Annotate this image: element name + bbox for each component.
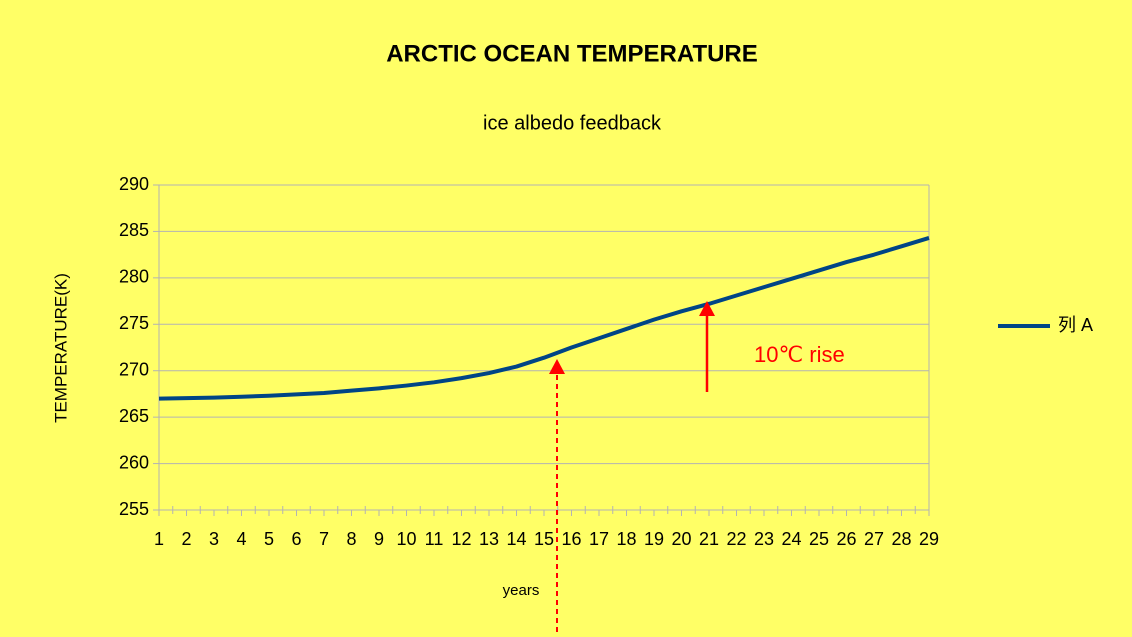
y-tick-label: 285 [119, 220, 149, 240]
x-tick-label: 21 [699, 529, 719, 549]
y-tick-label: 280 [119, 267, 149, 287]
x-tick-label: 10 [396, 529, 416, 549]
line-series [158, 236, 930, 401]
x-tick-label: 25 [809, 529, 829, 549]
x-tick-label: 28 [891, 529, 911, 549]
y-tick-label: 270 [119, 359, 149, 379]
x-tick-label: 20 [671, 529, 691, 549]
x-axis-label: years [503, 582, 540, 599]
annotation: 10℃ rise [754, 342, 845, 367]
x-tick-label: 4 [236, 529, 246, 549]
x-tick-label: 15 [534, 529, 554, 549]
chart-title: ARCTIC OCEAN TEMPERATURE [386, 40, 758, 67]
x-tick-label: 18 [616, 529, 636, 549]
x-tick-label: 3 [209, 529, 219, 549]
x-tick-label: 1 [154, 529, 164, 549]
x-tick-label: 22 [726, 529, 746, 549]
x-tick-label: 9 [374, 529, 384, 549]
x-tick-label: 13 [479, 529, 499, 549]
x-tick-label: 19 [644, 529, 664, 549]
y-tick-label: 255 [119, 499, 149, 519]
x-tick-label: 24 [781, 529, 801, 549]
x-tick-label: 11 [425, 529, 444, 549]
x-tick-label: 29 [919, 529, 939, 549]
x-tick-label: 12 [451, 529, 471, 549]
x-tick-label: 5 [264, 529, 274, 549]
x-tick-label: 26 [836, 529, 856, 549]
x-tick-label: 23 [754, 529, 774, 549]
y-tick-label: 260 [119, 452, 149, 472]
y-tick-label: 275 [119, 313, 149, 333]
chart-subtitle: ice albedo feedback [483, 112, 662, 134]
x-tick-label: 16 [561, 529, 581, 549]
x-tick-label: 17 [589, 529, 609, 549]
y-tick-label: 265 [119, 406, 149, 426]
x-tick-label: 27 [864, 529, 884, 549]
legend-label: 列 A [1058, 315, 1093, 335]
arrow-head [699, 301, 715, 316]
x-tick-label: 6 [291, 529, 301, 549]
y-tick-label: 290 [119, 174, 149, 194]
x-tick-label: 2 [181, 529, 191, 549]
x-tick-label: 8 [346, 529, 356, 549]
y-axis-label: TEMPERATURE(K) [51, 273, 70, 423]
x-tick-label: 7 [319, 529, 329, 549]
x-tick-label: 14 [506, 529, 526, 549]
arrow-head [549, 359, 565, 374]
